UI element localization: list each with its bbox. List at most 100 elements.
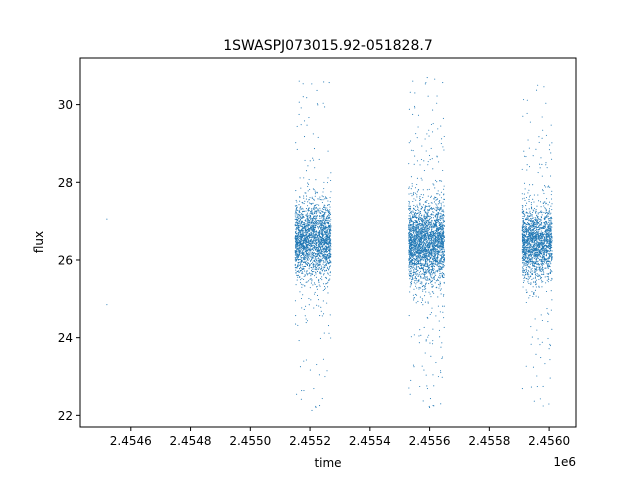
data-point xyxy=(326,252,328,254)
data-point xyxy=(422,230,424,232)
data-point xyxy=(440,240,442,242)
data-point xyxy=(413,163,415,165)
data-point xyxy=(438,287,440,289)
data-point xyxy=(409,255,411,257)
data-point xyxy=(302,83,304,85)
data-point xyxy=(410,336,412,338)
data-point xyxy=(425,224,427,226)
data-point xyxy=(328,204,330,206)
data-point xyxy=(318,231,320,233)
data-point xyxy=(429,293,431,295)
data-point xyxy=(431,286,433,288)
data-point xyxy=(441,214,443,216)
data-point xyxy=(328,210,330,212)
data-point xyxy=(419,250,422,252)
data-point xyxy=(324,198,326,200)
data-point xyxy=(296,248,298,250)
data-point xyxy=(411,266,413,268)
data-point xyxy=(316,270,319,273)
data-point xyxy=(410,282,412,284)
data-point xyxy=(419,329,421,331)
data-point xyxy=(312,257,314,259)
data-point xyxy=(427,262,429,264)
data-point xyxy=(306,242,308,244)
data-point xyxy=(433,278,435,281)
data-point xyxy=(315,276,317,278)
data-point xyxy=(432,207,435,209)
data-point xyxy=(532,224,534,226)
data-point xyxy=(438,237,440,239)
data-point xyxy=(319,207,321,209)
data-point xyxy=(322,199,324,201)
data-point xyxy=(537,226,539,229)
data-point xyxy=(325,240,327,242)
data-point xyxy=(439,194,441,196)
data-point xyxy=(426,279,428,281)
data-point xyxy=(438,265,440,267)
data-point xyxy=(439,274,441,276)
data-point xyxy=(429,242,431,244)
data-point xyxy=(313,238,315,240)
data-point xyxy=(415,278,417,280)
data-point xyxy=(408,227,410,229)
data-point xyxy=(318,211,320,213)
data-point xyxy=(321,234,323,236)
data-point xyxy=(422,221,424,223)
data-point xyxy=(436,156,438,158)
data-point xyxy=(437,376,439,378)
data-point xyxy=(436,210,438,212)
data-point xyxy=(302,250,304,252)
data-point xyxy=(413,105,416,107)
data-point xyxy=(443,317,445,319)
data-point xyxy=(425,265,427,267)
data-point xyxy=(418,236,420,238)
data-point xyxy=(300,237,302,239)
data-point xyxy=(329,259,331,262)
data-point xyxy=(314,246,316,248)
data-point xyxy=(300,270,302,272)
data-point xyxy=(322,358,325,360)
data-point xyxy=(433,239,435,241)
data-point xyxy=(304,235,307,237)
data-point xyxy=(418,280,420,282)
data-point xyxy=(439,270,441,272)
data-point xyxy=(316,242,318,244)
data-point xyxy=(431,216,433,219)
data-point xyxy=(538,285,540,287)
data-point xyxy=(299,282,302,284)
data-point xyxy=(439,231,441,233)
data-point xyxy=(419,265,422,267)
data-point xyxy=(300,187,302,189)
data-point xyxy=(431,248,433,250)
data-point xyxy=(413,288,415,290)
data-point xyxy=(422,255,424,257)
data-point xyxy=(417,259,419,261)
data-point xyxy=(327,281,329,283)
data-point xyxy=(420,243,423,245)
data-point xyxy=(310,258,312,260)
data-point xyxy=(411,185,413,187)
data-point xyxy=(319,215,321,217)
data-point xyxy=(317,234,319,236)
data-point xyxy=(432,232,434,235)
data-point xyxy=(430,208,432,210)
data-point xyxy=(302,258,304,260)
data-point xyxy=(424,208,426,210)
data-point xyxy=(415,224,417,226)
data-point xyxy=(296,266,298,268)
data-point xyxy=(311,83,313,85)
data-point xyxy=(330,255,332,257)
data-point xyxy=(430,123,433,126)
data-point xyxy=(413,267,416,269)
data-point xyxy=(327,212,329,214)
data-point xyxy=(316,226,319,228)
data-point xyxy=(302,230,304,232)
data-point xyxy=(428,266,431,268)
data-point xyxy=(327,221,330,223)
data-point xyxy=(300,249,302,251)
data-point xyxy=(312,240,314,242)
data-point xyxy=(295,266,297,268)
data-point xyxy=(434,187,436,189)
data-point xyxy=(437,229,439,231)
data-point xyxy=(414,235,417,237)
